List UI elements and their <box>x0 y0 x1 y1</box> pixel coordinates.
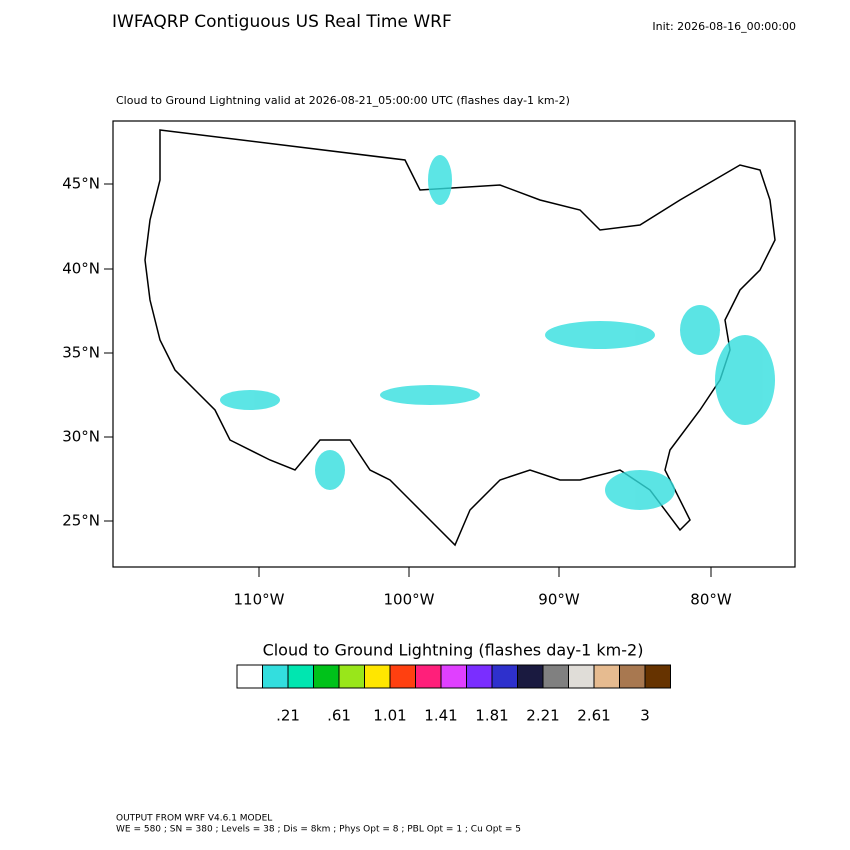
subtitle: Cloud to Ground Lightning valid at 2026-… <box>116 94 570 107</box>
colorbar-label: 3 <box>640 707 650 725</box>
colorbar-swatch <box>568 664 595 689</box>
lon-label: 80°W <box>690 591 732 609</box>
title: IWFAQRP Contiguous US Real Time WRF <box>112 12 452 32</box>
colorbar-swatch <box>415 664 442 689</box>
colorbar-label: 1.81 <box>475 707 508 725</box>
colorbar-swatch <box>593 664 620 689</box>
colorbar-swatch <box>389 664 416 689</box>
lat-label: 30°N <box>62 428 100 446</box>
lat-label: 35°N <box>62 344 100 362</box>
colorbar-swatch <box>338 664 365 689</box>
lon-label: 90°W <box>538 591 580 609</box>
colorbar-swatch <box>491 664 518 689</box>
footer-line: OUTPUT FROM WRF V4.6.1 MODEL <box>116 814 272 824</box>
colorbar-swatch <box>644 664 671 689</box>
colorbar-label: 1.01 <box>373 707 406 725</box>
colorbar-label: .61 <box>327 707 351 725</box>
colorbar-swatch <box>313 664 340 689</box>
map <box>112 120 796 568</box>
colorbar-swatch <box>287 664 314 689</box>
us-outline <box>144 129 776 547</box>
footer-line: WE = 580 ; SN = 380 ; Levels = 38 ; Dis … <box>116 825 521 835</box>
colorbar-label: 2.21 <box>526 707 559 725</box>
lat-label: 45°N <box>62 175 100 193</box>
colorbar-swatch <box>236 664 263 689</box>
colorbar-title: Cloud to Ground Lightning (flashes day-1… <box>263 641 644 660</box>
colorbar-label: 1.41 <box>424 707 457 725</box>
init-time: Init: 2026-08-16_00:00:00 <box>652 20 796 33</box>
lat-label: 25°N <box>62 512 100 530</box>
colorbar-label: 2.61 <box>577 707 610 725</box>
lon-label: 110°W <box>234 591 285 609</box>
colorbar-swatch <box>619 664 646 689</box>
lon-label: 100°W <box>384 591 435 609</box>
colorbar-swatch <box>364 664 391 689</box>
colorbar-swatch <box>517 664 544 689</box>
colorbar-swatch <box>466 664 493 689</box>
colorbar-swatch <box>440 664 467 689</box>
colorbar-label: .21 <box>276 707 300 725</box>
lightning-areas <box>220 155 775 510</box>
colorbar-swatch <box>262 664 289 689</box>
lat-label: 40°N <box>62 260 100 278</box>
colorbar-swatch <box>542 664 569 689</box>
map-frame <box>112 120 796 568</box>
